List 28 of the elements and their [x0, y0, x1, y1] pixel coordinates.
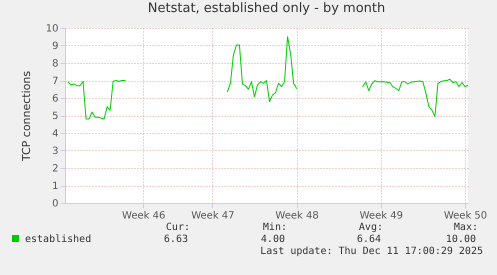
text: Avg:: [358, 222, 383, 233]
y-tick-label: 1: [52, 181, 58, 192]
legend-label: established: [24, 234, 92, 245]
y-axis-title: TCP connections: [20, 70, 33, 162]
text: Max:: [454, 222, 478, 233]
y-tick-label: 6: [52, 94, 58, 104]
x-tick-label: Week 48: [275, 210, 319, 222]
y-tick-label: 5: [52, 111, 58, 122]
y-tick-label: 3: [52, 146, 58, 157]
x-tick-label: Week 47: [191, 210, 235, 222]
text: 6.63: [164, 234, 188, 245]
x-tick-label: Week 49: [360, 210, 403, 222]
text: Last update: Thu Dec 11 17:00:29 2025: [260, 246, 483, 257]
text: 10.00: [446, 234, 476, 245]
y-tick-label: 0: [52, 198, 58, 210]
x-tick-label: Week 46: [122, 210, 166, 222]
y-tick-label: 7: [52, 76, 58, 87]
text: Min:: [262, 222, 287, 233]
y-tick-label: 2: [52, 164, 58, 174]
text: Cur:: [166, 222, 190, 233]
chart-title: Netstat, established only - by month: [148, 1, 386, 16]
y-tick-label: 8: [52, 58, 58, 70]
y-tick-label: 9: [52, 41, 58, 52]
y-tick-label: 10: [46, 24, 58, 34]
x-tick-label: Week 50: [444, 210, 488, 222]
text: 4.00: [260, 234, 285, 245]
text: 6.64: [356, 234, 381, 245]
y-tick-label: 4: [52, 128, 58, 140]
